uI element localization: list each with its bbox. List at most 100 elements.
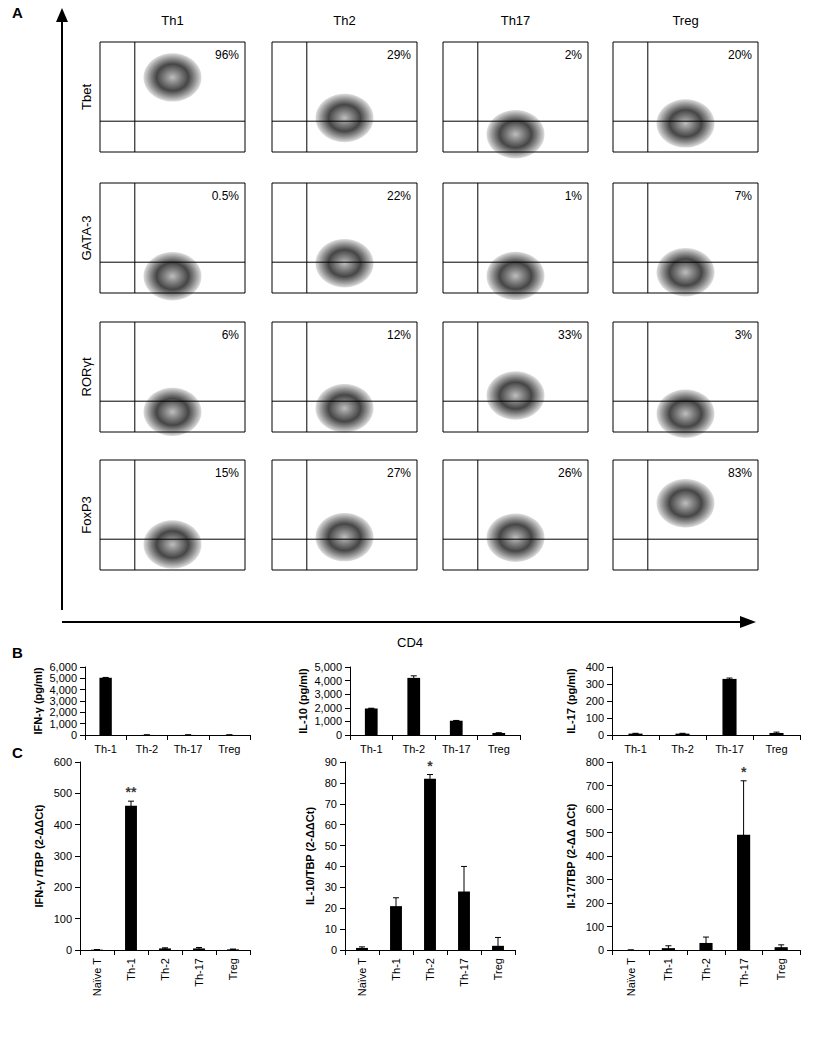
svg-text:0: 0 (598, 944, 604, 956)
svg-text:Th2: Th2 (333, 13, 355, 28)
svg-text:Th-2: Th-2 (671, 743, 694, 755)
svg-text:Treg: Treg (672, 13, 698, 28)
svg-text:83%: 83% (728, 466, 752, 480)
svg-text:80: 80 (325, 777, 337, 789)
svg-text:Il-17/TBP (2-ΔΔ ΔCt): Il-17/TBP (2-ΔΔ ΔCt) (565, 803, 577, 908)
svg-text:Th-17: Th-17 (715, 743, 744, 755)
svg-text:Th-2: Th-2 (402, 743, 425, 755)
svg-text:400: 400 (586, 661, 604, 673)
svg-text:200: 200 (586, 695, 604, 707)
svg-text:C: C (12, 744, 23, 761)
svg-text:Th-1: Th-1 (390, 958, 402, 981)
svg-text:1,000: 1,000 (49, 718, 77, 730)
svg-text:300: 300 (586, 874, 604, 886)
svg-text:Th-1: Th-1 (662, 958, 674, 981)
svg-text:700: 700 (586, 780, 604, 792)
svg-text:IL-17 (pg/ml): IL-17 (pg/ml) (565, 668, 577, 734)
svg-text:Naïve T: Naïve T (625, 958, 637, 997)
svg-text:*: * (427, 758, 433, 774)
svg-text:100: 100 (586, 712, 604, 724)
svg-text:Th17: Th17 (501, 13, 531, 28)
svg-text:1%: 1% (565, 189, 583, 203)
svg-text:400: 400 (586, 850, 604, 862)
svg-text:Th-1: Th-1 (125, 958, 137, 981)
svg-text:500: 500 (54, 787, 72, 799)
svg-text:500: 500 (586, 827, 604, 839)
svg-text:Treg: Treg (765, 743, 787, 755)
svg-text:Th-1: Th-1 (360, 743, 383, 755)
svg-text:0: 0 (598, 729, 604, 741)
svg-text:2,000: 2,000 (49, 706, 77, 718)
svg-text:70: 70 (325, 798, 337, 810)
svg-text:IL-10 (pg/ml): IL-10 (pg/ml) (297, 668, 309, 734)
svg-text:200: 200 (54, 881, 72, 893)
svg-text:33%: 33% (558, 328, 582, 342)
svg-text:50: 50 (325, 840, 337, 852)
svg-text:3%: 3% (735, 328, 753, 342)
svg-text:Naïve T: Naïve T (91, 958, 103, 997)
svg-text:Th-1: Th-1 (94, 743, 117, 755)
svg-text:60: 60 (325, 819, 337, 831)
svg-text:RORγt: RORγt (79, 357, 94, 396)
svg-text:30: 30 (325, 881, 337, 893)
svg-text:Treg: Treg (492, 958, 504, 980)
svg-text:0: 0 (71, 729, 77, 741)
svg-text:Treg: Treg (218, 743, 240, 755)
svg-text:2%: 2% (565, 48, 583, 62)
svg-text:2,000: 2,000 (314, 702, 342, 714)
svg-text:90: 90 (325, 756, 337, 768)
svg-text:Th-17: Th-17 (442, 743, 471, 755)
svg-text:3,000: 3,000 (314, 688, 342, 700)
svg-text:12%: 12% (387, 328, 411, 342)
svg-text:FoxP3: FoxP3 (79, 496, 94, 534)
svg-text:*: * (741, 764, 747, 780)
svg-text:26%: 26% (558, 466, 582, 480)
svg-text:40: 40 (325, 860, 337, 872)
svg-text:Tbet: Tbet (79, 84, 94, 110)
svg-text:IL-10/TBP (2-ΔΔCt): IL-10/TBP (2-ΔΔCt) (304, 807, 316, 905)
svg-text:Th-17: Th-17 (458, 958, 470, 987)
svg-text:**: ** (126, 784, 137, 800)
svg-text:Treg: Treg (227, 958, 239, 980)
svg-text:0: 0 (336, 729, 342, 741)
svg-text:4,000: 4,000 (314, 675, 342, 687)
svg-text:Th-17: Th-17 (174, 743, 203, 755)
svg-text:A: A (12, 4, 23, 21)
svg-text:300: 300 (586, 678, 604, 690)
svg-text:600: 600 (54, 756, 72, 768)
svg-text:600: 600 (586, 803, 604, 815)
svg-text:200: 200 (586, 897, 604, 909)
svg-text:Treg: Treg (775, 958, 787, 980)
svg-text:400: 400 (54, 819, 72, 831)
svg-text:300: 300 (54, 850, 72, 862)
svg-text:800: 800 (586, 756, 604, 768)
svg-text:Th-17: Th-17 (193, 958, 205, 987)
svg-text:5,000: 5,000 (49, 672, 77, 684)
svg-text:IFN-γ /TBP (2-ΔΔCt): IFN-γ /TBP (2-ΔΔCt) (33, 804, 45, 907)
svg-text:20%: 20% (728, 48, 752, 62)
svg-text:100: 100 (586, 921, 604, 933)
svg-text:3,000: 3,000 (49, 695, 77, 707)
svg-text:4,000: 4,000 (49, 684, 77, 696)
svg-text:Th-17: Th-17 (738, 958, 750, 987)
svg-text:Th1: Th1 (161, 13, 183, 28)
svg-text:Th-1: Th-1 (624, 743, 647, 755)
svg-text:B: B (12, 644, 23, 661)
svg-text:7%: 7% (735, 189, 753, 203)
svg-text:Th-2: Th-2 (424, 958, 436, 981)
svg-text:Th-2: Th-2 (700, 958, 712, 981)
svg-text:GATA-3: GATA-3 (79, 215, 94, 260)
svg-text:0: 0 (66, 944, 72, 956)
svg-text:96%: 96% (215, 48, 239, 62)
svg-text:0: 0 (331, 944, 337, 956)
svg-text:20: 20 (325, 902, 337, 914)
svg-text:100: 100 (54, 913, 72, 925)
svg-text:29%: 29% (387, 48, 411, 62)
svg-text:5,000: 5,000 (314, 661, 342, 673)
svg-text:22%: 22% (387, 189, 411, 203)
svg-text:Treg: Treg (488, 743, 510, 755)
svg-text:10: 10 (325, 923, 337, 935)
svg-text:Th-2: Th-2 (136, 743, 159, 755)
svg-text:IFN-γ (pg/ml): IFN-γ (pg/ml) (32, 667, 44, 735)
svg-text:15%: 15% (215, 466, 239, 480)
